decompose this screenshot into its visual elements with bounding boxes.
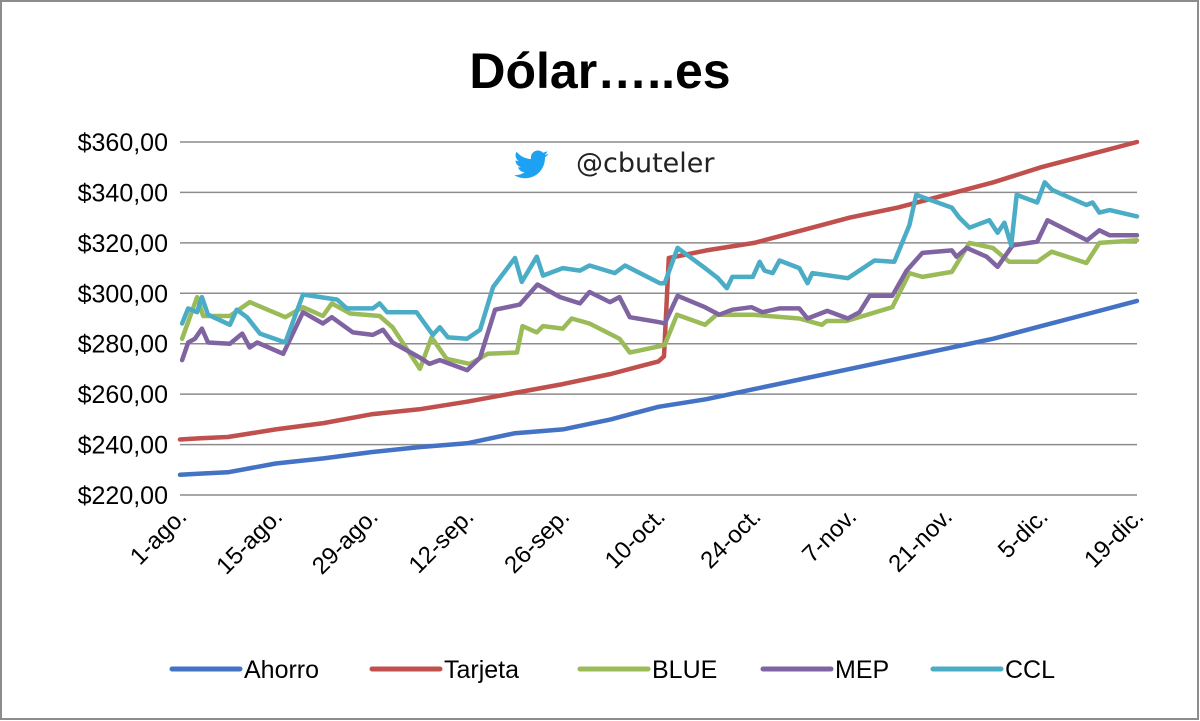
- legend-item-mep: MEP: [760, 656, 889, 684]
- series-line-ahorro: [177, 298, 1140, 478]
- twitter-bird-icon: [514, 150, 549, 179]
- y-tick-label: $320,00: [78, 230, 168, 258]
- series-line-tarjeta: [177, 139, 1140, 442]
- legend: Ahorro Tarjeta BLUE MEP CCL: [169, 656, 1055, 684]
- legend-label: Tarjeta: [444, 656, 519, 684]
- legend-label: MEP: [835, 656, 889, 684]
- legend-item-tarjeta: Tarjeta: [369, 656, 519, 684]
- legend-label: CCL: [1005, 656, 1055, 684]
- legend-item-ccl: CCL: [930, 656, 1055, 684]
- watermark: @cbuteler: [514, 148, 715, 179]
- y-tick-label: $280,00: [78, 331, 168, 359]
- legend-label: Ahorro: [244, 656, 319, 684]
- legend-item-ahorro: Ahorro: [169, 656, 319, 684]
- y-axis-tick-labels: $220,00 $240,00 $260,00 $280,00 $300,00 $320,…: [78, 129, 168, 510]
- y-tick-label: $360,00: [78, 129, 168, 157]
- chart-title: Dólar…..es: [469, 43, 730, 99]
- series-line-ccl: [179, 180, 1140, 345]
- y-tick-label: $340,00: [78, 179, 168, 207]
- series-line-mep: [179, 217, 1140, 373]
- y-tick-label: $300,00: [78, 280, 168, 308]
- y-tick-label: $220,00: [78, 482, 168, 510]
- y-tick-label: $260,00: [78, 381, 168, 409]
- legend-label: BLUE: [652, 656, 717, 684]
- series-lines: [177, 139, 1140, 478]
- legend-item-blue: BLUE: [577, 656, 717, 684]
- y-tick-label: $240,00: [78, 432, 168, 460]
- twitter-handle: @cbuteler: [576, 148, 715, 179]
- series-line-blue: [179, 238, 1140, 372]
